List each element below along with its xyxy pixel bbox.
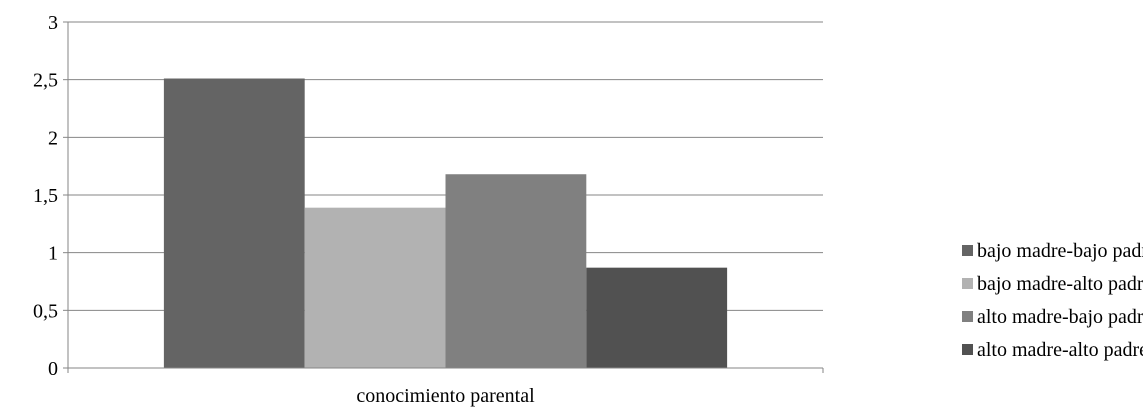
legend-label: alto madre-alto padre: [977, 339, 1143, 361]
y-tick-labels: 0 0,5 1 1,5 2 2,5 3: [33, 12, 58, 380]
legend-swatch: [962, 278, 973, 289]
legend-label: bajo madre-bajo padre: [977, 240, 1143, 262]
legend-swatch: [962, 311, 973, 322]
bars: [163, 78, 728, 368]
y-tick-label: 1: [48, 243, 58, 265]
legend-item: alto madre-alto padre: [962, 340, 1143, 360]
y-tick-label: 1,5: [33, 185, 58, 207]
legend-swatch: [962, 245, 973, 256]
bar-alto-madre-alto-padre: [586, 267, 728, 368]
legend-item: bajo madre-bajo padre: [962, 241, 1143, 261]
legend-label: alto madre-bajo padre: [977, 306, 1143, 328]
x-category-label: conocimiento parental: [356, 385, 535, 407]
y-tick-label: 0,5: [33, 300, 58, 322]
bar-bajo-madre-alto-padre: [304, 207, 446, 368]
bar-alto-madre-bajo-padre: [445, 174, 587, 368]
y-tick-label: 2,5: [33, 70, 58, 92]
x-category-labels: conocimiento parental: [356, 385, 535, 407]
axes: [63, 21, 824, 373]
legend-item: bajo madre-alto padre: [962, 274, 1143, 294]
legend-label: bajo madre-alto padre: [977, 273, 1143, 295]
y-tick-label: 0: [48, 358, 58, 380]
y-tick-label: 2: [48, 127, 58, 149]
y-tick-label: 3: [48, 12, 58, 34]
legend-item: alto madre-bajo padre: [962, 307, 1143, 327]
bar-bajo-madre-bajo-padre: [163, 78, 305, 368]
legend-swatch: [962, 344, 973, 355]
